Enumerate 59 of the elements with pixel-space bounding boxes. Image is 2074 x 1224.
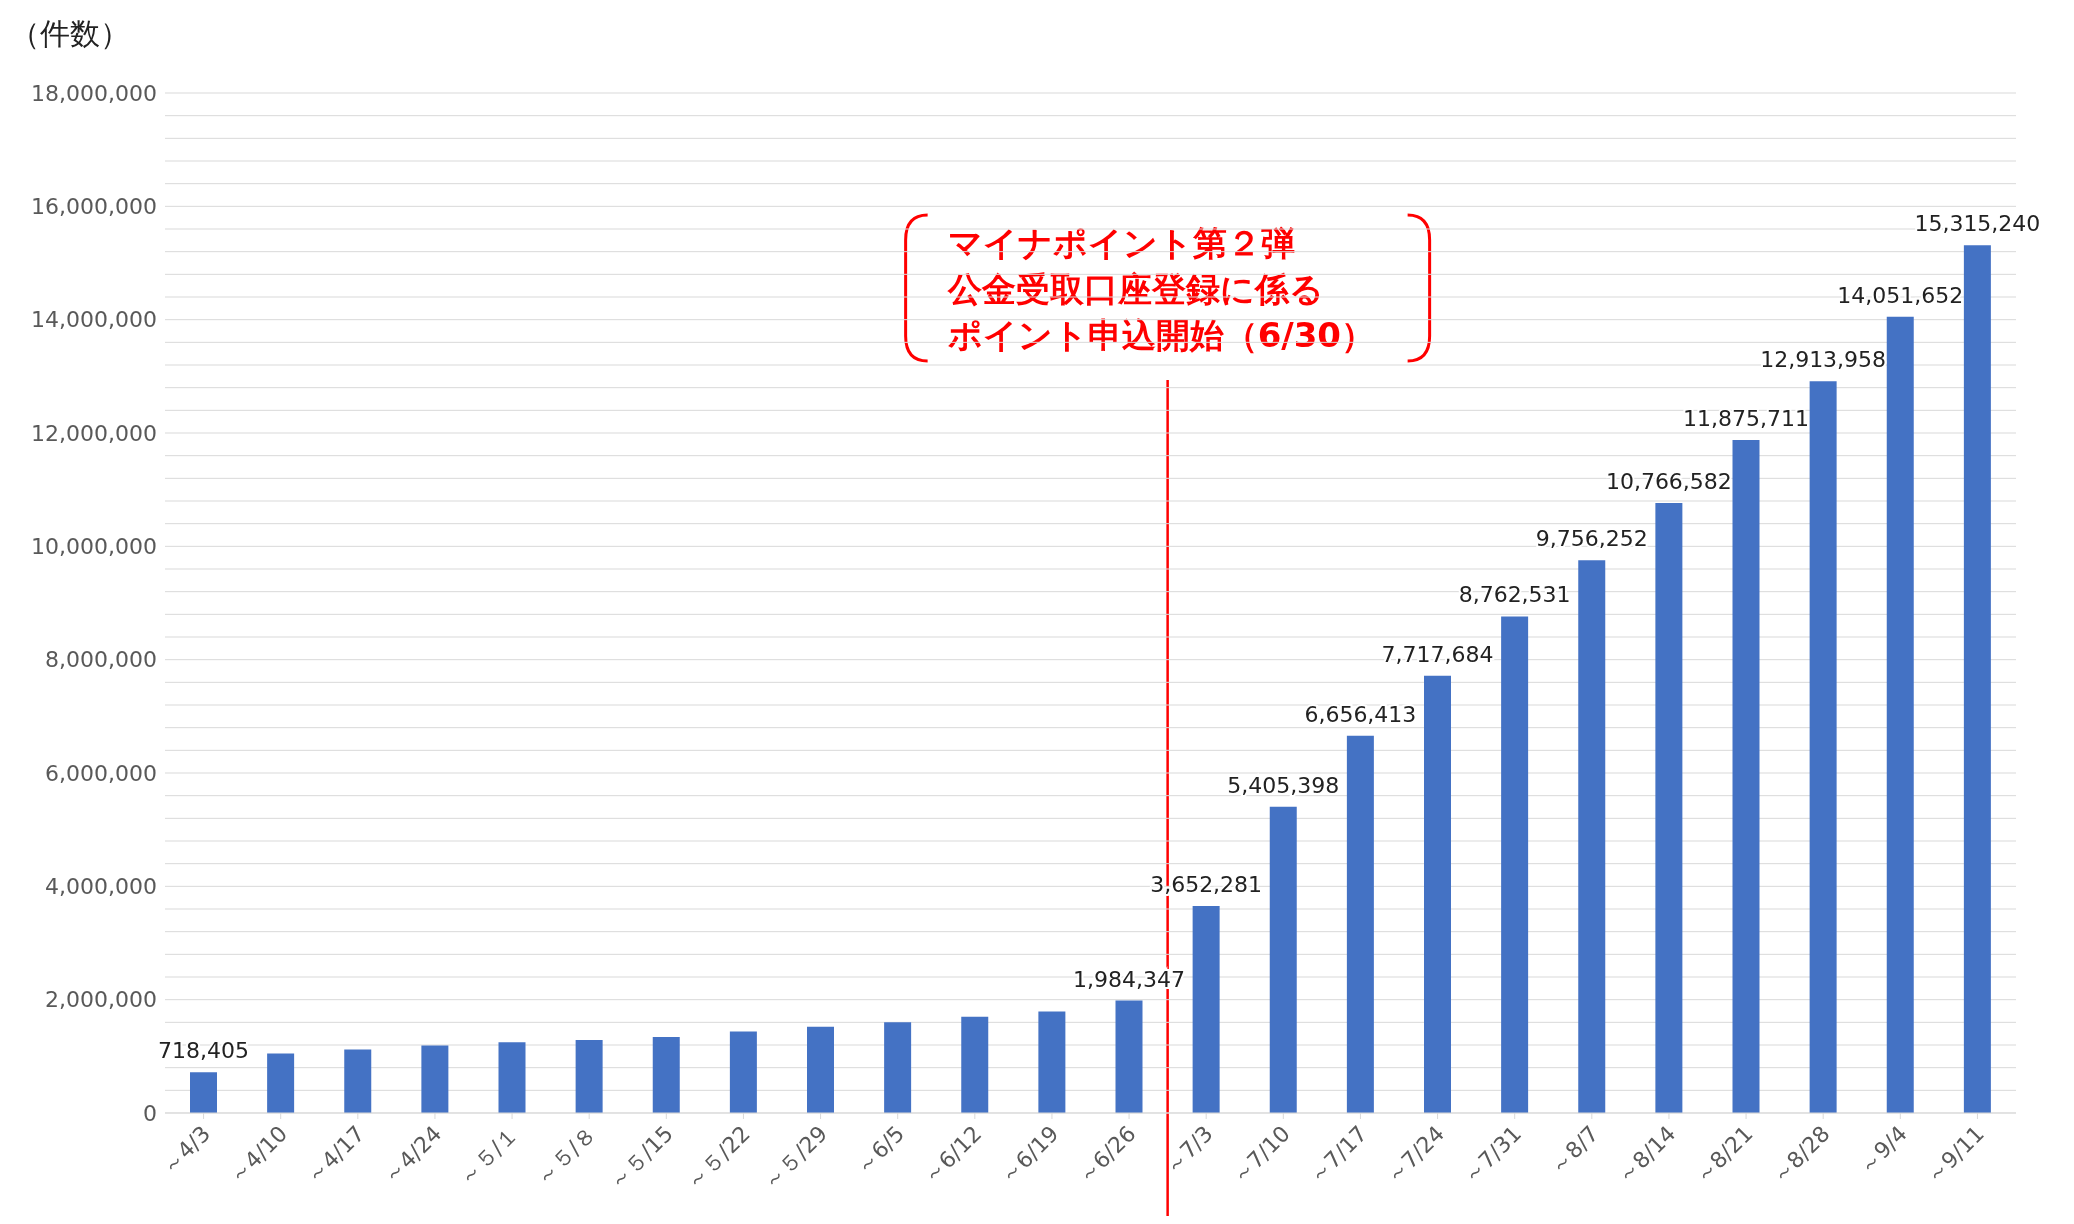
- bar: [1192, 906, 1220, 1113]
- annotation: マイナポイント第２弾: [947, 223, 1295, 263]
- y-tick-label: 18,000,000: [31, 80, 157, 106]
- data-label: 12,913,958: [1760, 347, 1887, 373]
- bar: [498, 1042, 526, 1113]
- x-tick-label: ～8/7: [1545, 1120, 1604, 1180]
- y-tick-label: 4,000,000: [45, 874, 157, 900]
- x-tick-label: ～５/８: [531, 1120, 601, 1191]
- bar: [1655, 502, 1683, 1113]
- x-tick-label: ～５/29: [758, 1120, 833, 1195]
- x-tick-label: ～５/15: [604, 1120, 678, 1195]
- bar: [1578, 560, 1606, 1113]
- bar: [267, 1053, 295, 1113]
- x-tick-label: ～7/3: [1159, 1120, 1218, 1180]
- x-tick-label: ～５/22: [681, 1120, 755, 1195]
- data-label: 5,405,398: [1227, 772, 1340, 798]
- y-tick-label: 14,000,000: [31, 307, 157, 333]
- data-label: 15,315,240: [1914, 211, 2041, 237]
- x-tick-label: ～５/１: [454, 1120, 524, 1191]
- x-tick-label: ～6/5: [850, 1120, 910, 1180]
- x-tick-label: ～9/4: [1853, 1120, 1912, 1180]
- bar: [1038, 1011, 1066, 1113]
- bar: [1886, 316, 1914, 1113]
- y-tick-label: 16,000,000: [31, 194, 157, 220]
- bar: [1732, 440, 1760, 1113]
- data-label: 14,051,652: [1837, 282, 1964, 308]
- y-tick-label: 0: [143, 1100, 157, 1126]
- bar: [1269, 806, 1297, 1113]
- y-tick-label: 8,000,000: [45, 647, 157, 673]
- bar: [190, 1072, 217, 1113]
- bar: [344, 1049, 372, 1113]
- bar: [1115, 1000, 1143, 1113]
- bar: [1424, 675, 1451, 1113]
- y-axis-title: （件数）: [10, 15, 130, 53]
- x-tick-label: ～4/3: [156, 1120, 216, 1180]
- bar: [652, 1037, 680, 1113]
- annotation: ポイント申込開始（6/30）: [947, 315, 1376, 355]
- bar: [1963, 245, 1991, 1113]
- bar: [1346, 735, 1374, 1113]
- bar: [961, 1016, 989, 1113]
- annotation: 公金受取口座登録に係る: [946, 269, 1324, 309]
- y-tick-label: 12,000,000: [31, 420, 157, 446]
- y-tick-label: 10,000,000: [31, 534, 157, 560]
- data-label: 11,875,711: [1683, 406, 1809, 432]
- bar: [729, 1031, 757, 1113]
- bar: [1501, 616, 1529, 1113]
- data-label: 718,405: [158, 1038, 249, 1064]
- data-label: 7,717,684: [1381, 641, 1494, 667]
- data-label: 10,766,582: [1605, 468, 1732, 494]
- data-label: 6,656,413: [1304, 701, 1417, 727]
- data-label: 9,756,252: [1535, 526, 1648, 552]
- bar: [884, 1022, 912, 1113]
- y-tick-label: 2,000,000: [45, 987, 157, 1013]
- bar: [807, 1026, 834, 1113]
- bar: [1809, 381, 1837, 1113]
- data-label: 8,762,531: [1458, 582, 1571, 608]
- y-tick-label: 6,000,000: [45, 760, 157, 786]
- bar: [421, 1045, 449, 1113]
- bar: [575, 1039, 603, 1113]
